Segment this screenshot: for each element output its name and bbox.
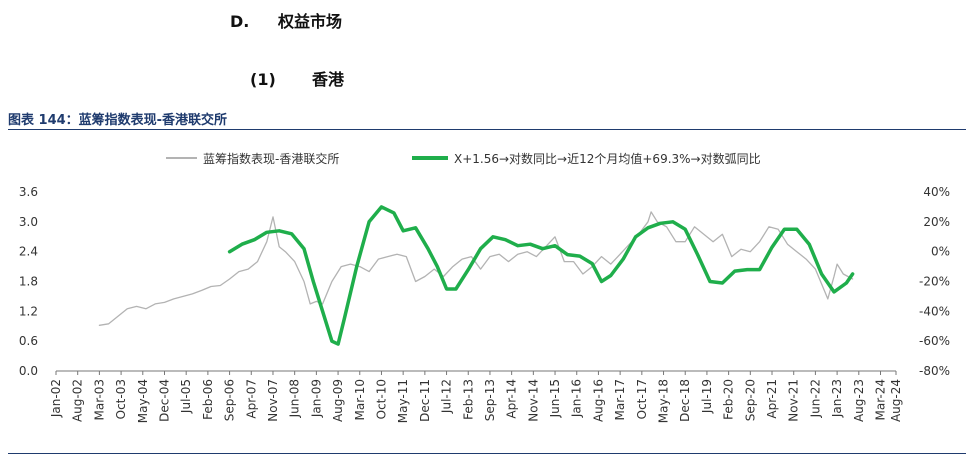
y-right-tick-label: -80%: [919, 364, 950, 378]
x-tick-label: Nov-21: [787, 379, 801, 422]
x-tick-label: Apr-21: [765, 379, 779, 419]
legend-label-index: 蓝筹指数表现-香港联交所: [203, 151, 339, 166]
x-tick-label: Oct-03: [114, 379, 128, 419]
chart-legend: 蓝筹指数表现-香港联交所 X+1.56→对数同比→近12个月均值+69.3%→对…: [166, 151, 761, 166]
chart-lines: [98, 205, 855, 346]
x-tick-label: Apr-14: [505, 379, 519, 419]
x-tick-label: Dec-18: [678, 379, 692, 422]
legend-label-yoy: X+1.56→对数同比→近12个月均值+69.3%→对数弧同比: [454, 151, 761, 166]
x-tick-label: Aug-02: [71, 379, 85, 422]
x-tick-label: Nov-14: [526, 379, 540, 422]
x-tick-label: Mar-24: [874, 379, 888, 420]
x-tick-label: Jan-02: [49, 379, 63, 418]
x-tick-label: Jan-23: [830, 379, 844, 418]
x-tick-label: Jun-15: [548, 379, 562, 418]
x-tick-label: Feb-20: [722, 379, 736, 420]
y-left-tick-label: 0.6: [19, 334, 38, 348]
y-right-tick-label: 0%: [931, 245, 950, 259]
x-tick-label: Aug-16: [591, 379, 605, 422]
x-tick-label: Nov-07: [266, 379, 280, 422]
x-tick-label: Aug-23: [852, 379, 866, 422]
x-tick-label: Dec-11: [418, 379, 432, 422]
section-number: D.: [230, 12, 250, 31]
section-heading: D. 权益市场: [230, 8, 342, 32]
series-line-index: [98, 211, 854, 326]
y-right-tick-label: -40%: [919, 304, 950, 318]
x-tick-label: Feb-06: [201, 379, 215, 420]
y-left-tick-label: 3.0: [19, 215, 38, 229]
x-tick-label: Mar-17: [613, 379, 627, 420]
x-tick-label: Oct-10: [374, 379, 388, 419]
bottom-divider: [8, 453, 966, 454]
subsection-title: 香港: [312, 70, 345, 89]
y-left-tick-label: 3.6: [19, 185, 38, 199]
x-tick-label: Jul-19: [700, 379, 714, 414]
x-tick-label: Jun-08: [288, 379, 302, 418]
y-left-tick-label: 2.4: [19, 245, 38, 259]
figure-caption: 图表 144：蓝筹指数表现-香港联交所: [8, 113, 228, 128]
x-tick-label: Jul-12: [440, 379, 454, 414]
x-tick-label: Aug-24: [889, 379, 903, 422]
subsection-number: (1): [250, 70, 276, 89]
x-tick-label: Jul-05: [179, 379, 193, 414]
caption-divider: [8, 129, 966, 130]
x-tick-label: Sep-06: [223, 379, 237, 421]
y-left-tick-label: 1.2: [19, 304, 38, 318]
x-tick-label: Jan-16: [570, 379, 584, 418]
x-tick-label: Aug-09: [331, 379, 345, 422]
x-tick-label: Oct-17: [635, 379, 649, 419]
x-tick-label: Sep-20: [743, 379, 757, 421]
x-tick-label: Jan-09: [309, 379, 323, 418]
y-right-tick-label: -20%: [919, 275, 950, 289]
x-tick-label: Mar-03: [92, 379, 106, 420]
x-tick-label: Sep-13: [483, 379, 497, 421]
series-line-yoy: [227, 205, 855, 346]
chart-axes: Jan-02 Aug-02 Mar-03 Oct-03 May-04 Dec-04 Jul-…: [19, 185, 950, 423]
x-tick-label: May-04: [136, 379, 150, 423]
y-right-tick-label: -60%: [919, 334, 950, 348]
x-tick-label: May-18: [657, 379, 671, 423]
x-tick-label: May-11: [396, 379, 410, 423]
x-tick-label: Apr-07: [244, 379, 258, 419]
x-tick-label: Dec-04: [157, 379, 171, 422]
x-tick-label: Mar-10: [353, 379, 367, 420]
x-tick-label: Jun-22: [808, 379, 822, 418]
x-tick-label: Feb-13: [461, 379, 475, 420]
section-title: 权益市场: [278, 12, 343, 31]
y-left-tick-label: 0.0: [19, 364, 38, 378]
y-left-tick-label: 1.8: [19, 275, 38, 289]
y-right-tick-label: 20%: [923, 215, 950, 229]
y-right-tick-label: 40%: [923, 185, 950, 199]
subsection-heading: (1) 香港: [250, 66, 344, 90]
